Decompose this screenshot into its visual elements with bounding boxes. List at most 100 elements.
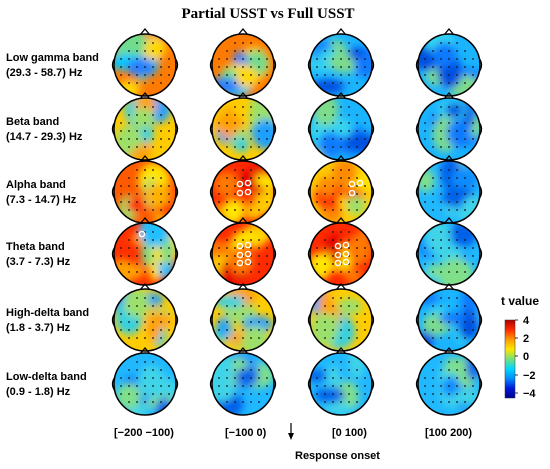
colorbar-tick-label: −4	[523, 388, 536, 400]
topomap-blob	[439, 311, 467, 325]
electrode-dot	[136, 313, 138, 315]
topomap-blob	[216, 316, 231, 337]
topomap-blob	[141, 240, 155, 267]
electrode-dot	[432, 138, 434, 140]
head-nose	[237, 216, 249, 225]
electrode-dot	[242, 146, 244, 148]
electrode-dot	[448, 82, 450, 84]
electrode-dot	[348, 393, 350, 395]
electrode-dot	[242, 106, 244, 108]
electrode-dot	[356, 385, 358, 387]
electrode-dot	[234, 177, 236, 179]
electrode-dot	[456, 185, 458, 187]
electrode-dot	[168, 255, 170, 257]
electrode-dot	[234, 114, 236, 116]
topomap-1-2	[307, 91, 375, 161]
electrode-dot	[316, 66, 318, 68]
electrode-dot	[266, 329, 268, 331]
electrode-dot	[348, 209, 350, 211]
electrode-dot	[356, 66, 358, 68]
electrode-dot	[448, 337, 450, 339]
electrode-dot	[316, 329, 318, 331]
head-outline	[211, 352, 275, 416]
electrode-dot	[120, 185, 122, 187]
electrode-dot	[242, 169, 244, 171]
electrode-dot	[250, 106, 252, 108]
significant-electrode-marker	[236, 242, 244, 250]
electrode-dot	[324, 377, 326, 379]
electrode-dot	[136, 138, 138, 140]
electrode-dot	[348, 401, 350, 403]
band-labels: Low gamma band (29.3 - 58.7) Hz Beta band (…	[6, 52, 99, 398]
electrode-dot	[424, 130, 426, 132]
topomap-blob	[140, 36, 167, 60]
electrode-dot	[152, 239, 154, 241]
electrode-dot	[348, 177, 350, 179]
electrode-dot	[242, 74, 244, 76]
electrode-dot	[144, 185, 146, 187]
electrode-dot	[136, 209, 138, 211]
head-nose	[443, 216, 455, 225]
electrode-dot	[266, 263, 268, 265]
electrode-dot	[324, 247, 326, 249]
electrode-dot	[324, 146, 326, 148]
electrode-dot	[440, 271, 442, 273]
electrode-dot	[218, 138, 220, 140]
electrode-dot	[234, 239, 236, 241]
electrode-dot	[332, 114, 334, 116]
electrode-dot	[332, 321, 334, 323]
electrode-dot	[464, 377, 466, 379]
electrode-dot	[226, 305, 228, 307]
electrode-dot	[242, 305, 244, 307]
electrode-dot	[160, 82, 162, 84]
electrode-dot	[136, 50, 138, 52]
electrode-dot	[168, 385, 170, 387]
electrode-dot	[348, 169, 350, 171]
electrode-grid	[120, 42, 170, 84]
electrode-dot	[266, 58, 268, 60]
electrode-dot	[218, 247, 220, 249]
electrode-dot	[464, 393, 466, 395]
electrode-dot	[340, 42, 342, 44]
electrode-dot	[144, 50, 146, 52]
electrode-dot	[456, 177, 458, 179]
band-name-label: Beta band	[6, 116, 59, 128]
topomap-blob	[324, 401, 353, 415]
electrode-dot	[332, 337, 334, 339]
electrode-dot	[464, 209, 466, 211]
topomap-blob	[213, 171, 239, 197]
electrode-dot	[168, 263, 170, 265]
electrode-dot	[464, 185, 466, 187]
topomap-blob	[222, 198, 244, 223]
electrode-dot	[144, 385, 146, 387]
topomap-blob	[116, 383, 141, 410]
electrode-dot	[250, 305, 252, 307]
electrode-dot	[440, 369, 442, 371]
electrode-dot	[144, 369, 146, 371]
topomap-blob	[235, 67, 259, 88]
electrode-dot	[464, 193, 466, 195]
electrode-dot	[266, 247, 268, 249]
head-nose	[237, 346, 249, 355]
significant-electrode-marker	[236, 189, 244, 197]
response-onset-marker: Response onset	[288, 423, 380, 462]
electrode-dot	[152, 393, 154, 395]
electrode-dot	[456, 122, 458, 124]
electrode-dot	[152, 146, 154, 148]
electrode-dot	[340, 209, 342, 211]
electrode-dot	[144, 177, 146, 179]
electrode-dot	[324, 305, 326, 307]
electrode-dot	[136, 231, 138, 233]
electrode-dot	[324, 401, 326, 403]
electrode-dot	[356, 130, 358, 132]
electrode-dot	[440, 263, 442, 265]
electrode-dot	[258, 247, 260, 249]
electrode-dot	[456, 271, 458, 273]
electrode-dot	[144, 255, 146, 257]
electrode-dot	[332, 122, 334, 124]
electrode-dot	[152, 255, 154, 257]
electrode-dot	[258, 130, 260, 132]
electrode-dot	[250, 239, 252, 241]
electrode-dot	[332, 361, 334, 363]
electrode-dot	[356, 74, 358, 76]
